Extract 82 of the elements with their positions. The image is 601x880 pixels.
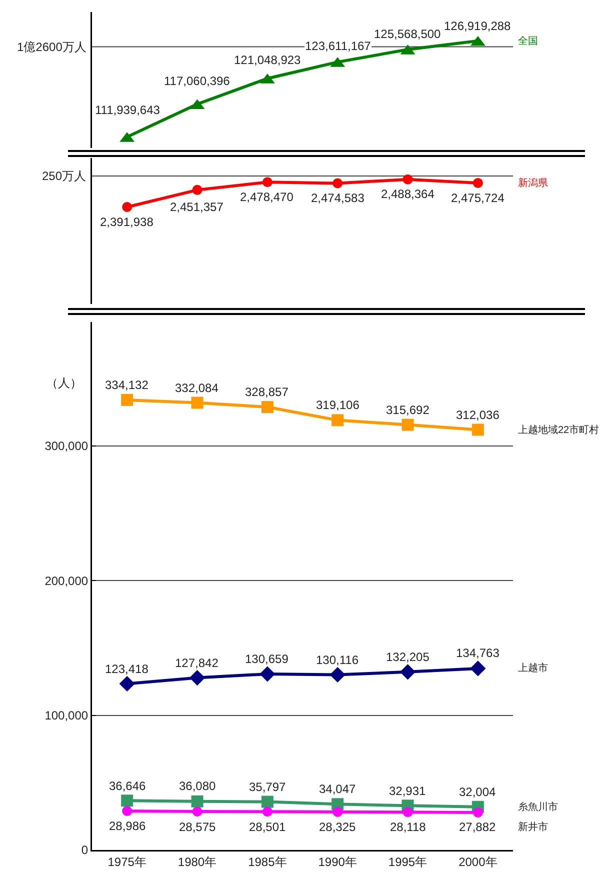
data-label: 315,692 [386, 403, 430, 417]
point [191, 396, 204, 409]
data-label: 36,646 [109, 779, 146, 793]
point [261, 401, 274, 414]
text: 新井市 [518, 821, 548, 833]
x-tick-label: 2000年 [458, 854, 498, 869]
data-label: 2,488,364 [381, 187, 435, 201]
point [330, 666, 346, 683]
point [472, 424, 484, 436]
point [262, 177, 272, 188]
data-label: 121,048,923 [234, 53, 302, 67]
data-label: 28,575 [179, 820, 216, 834]
point [332, 178, 343, 188]
x-tick-label: 1985年 [248, 854, 287, 869]
data-label: 28,986 [109, 819, 146, 833]
y-tick-label: 300,000 [44, 439, 88, 454]
x-tick-label: 1995年 [388, 854, 428, 869]
point [332, 414, 344, 426]
data-label: 334,132 [105, 378, 149, 392]
data-label: 117,060,396 [164, 74, 230, 88]
data-label: 32,004 [459, 785, 496, 799]
point [402, 418, 414, 431]
x-tick-label: 1975年 [108, 854, 146, 869]
y-tick-label: 100,000 [44, 708, 88, 723]
point [472, 807, 483, 818]
data-label: 2,451,357 [170, 200, 224, 214]
data-label: 312,036 [456, 408, 500, 422]
data-label: 132,205 [386, 650, 430, 664]
text: 新潟県 [518, 177, 548, 189]
x-tick-label: 1990年 [318, 854, 357, 869]
text: 糸魚川市 [518, 801, 558, 813]
data-label: 28,501 [249, 820, 286, 834]
text: 全国 [518, 35, 538, 47]
data-label: 32,931 [389, 784, 426, 798]
data-label: 126,919,288 [444, 19, 512, 33]
data-label: 319,106 [316, 398, 360, 412]
point [402, 807, 413, 818]
data-label: 134,763 [456, 646, 500, 660]
data-label: 130,659 [245, 652, 289, 666]
point [121, 794, 134, 807]
data-label: 2,478,470 [240, 190, 294, 204]
point [122, 202, 132, 212]
point [191, 795, 204, 808]
data-label: 28,325 [319, 820, 356, 834]
text: 上越地域22市町村 [518, 424, 600, 436]
data-label: 127,842 [175, 656, 219, 670]
data-label: 27,882 [459, 820, 496, 834]
data-label: 130,116 [316, 653, 359, 667]
point [402, 174, 413, 184]
data-label: 28,118 [390, 820, 426, 834]
y-tick-label: 0 [81, 843, 88, 858]
data-label: 123,611,167 [305, 39, 372, 53]
point [261, 796, 274, 808]
data-label: 34,047 [319, 782, 356, 796]
point [332, 806, 343, 817]
data-label: 123,418 [105, 662, 149, 676]
point [400, 664, 416, 680]
data-label: 2,391,938 [100, 215, 154, 229]
point [119, 676, 135, 692]
point [121, 394, 134, 406]
point [122, 806, 132, 816]
data-label: 2,475,724 [451, 191, 505, 205]
y-axis-title: （人） [46, 376, 82, 390]
data-label: 111,939,643 [95, 103, 160, 117]
ref-line-label: 1億2600万人 [17, 40, 86, 54]
point [260, 666, 276, 682]
data-label: 328,857 [245, 385, 289, 399]
point [470, 660, 486, 676]
text: 上越市 [518, 662, 548, 674]
point [262, 806, 272, 817]
point [189, 670, 206, 686]
point [192, 184, 202, 195]
data-label: 36,080 [179, 779, 216, 793]
data-label: 125,568,500 [374, 27, 442, 41]
point [192, 806, 202, 817]
ref-line-label: 250万人 [42, 169, 86, 183]
data-label: 35,797 [249, 780, 286, 794]
data-label: 2,474,583 [311, 191, 365, 205]
y-tick-label: 200,000 [44, 574, 88, 588]
point [472, 178, 483, 188]
data-label: 332,084 [175, 381, 219, 395]
x-tick-label: 1980年 [178, 854, 217, 869]
